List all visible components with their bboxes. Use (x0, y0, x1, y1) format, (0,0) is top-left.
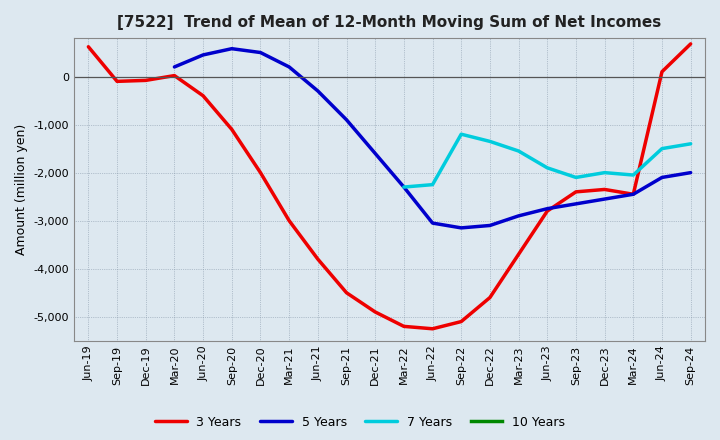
5 Years (228, 46, 236, 51)
5 Years (657, 175, 666, 180)
Line: 3 Years: 3 Years (89, 44, 690, 329)
5 Years (600, 196, 609, 202)
Legend: 3 Years, 5 Years, 7 Years, 10 Years: 3 Years, 5 Years, 7 Years, 10 Years (150, 411, 570, 434)
3 Years (629, 191, 638, 197)
3 Years (371, 309, 379, 315)
5 Years (400, 184, 408, 190)
5 Years (514, 213, 523, 219)
5 Years (256, 50, 265, 55)
3 Years (199, 93, 207, 99)
3 Years (657, 69, 666, 74)
3 Years (514, 252, 523, 257)
7 Years (600, 170, 609, 175)
5 Years (485, 223, 494, 228)
3 Years (600, 187, 609, 192)
7 Years (428, 182, 437, 187)
3 Years (228, 127, 236, 132)
5 Years (313, 88, 322, 94)
3 Years (543, 209, 552, 214)
3 Years (313, 257, 322, 262)
3 Years (113, 79, 122, 84)
7 Years (657, 146, 666, 151)
7 Years (485, 139, 494, 144)
5 Years (572, 201, 580, 206)
Line: 7 Years: 7 Years (404, 134, 690, 187)
3 Years (256, 170, 265, 175)
3 Years (686, 41, 695, 47)
5 Years (428, 220, 437, 226)
5 Years (199, 52, 207, 58)
5 Years (629, 191, 638, 197)
7 Years (400, 184, 408, 190)
3 Years (485, 295, 494, 300)
7 Years (543, 165, 552, 170)
5 Years (457, 225, 466, 231)
3 Years (400, 324, 408, 329)
3 Years (342, 290, 351, 295)
7 Years (629, 172, 638, 178)
Line: 5 Years: 5 Years (174, 49, 690, 228)
3 Years (285, 218, 294, 224)
3 Years (572, 189, 580, 194)
5 Years (543, 206, 552, 211)
7 Years (686, 141, 695, 147)
5 Years (686, 170, 695, 175)
Title: [7522]  Trend of Mean of 12-Month Moving Sum of Net Incomes: [7522] Trend of Mean of 12-Month Moving … (117, 15, 662, 30)
Y-axis label: Amount (million yen): Amount (million yen) (15, 124, 28, 255)
3 Years (457, 319, 466, 324)
7 Years (457, 132, 466, 137)
5 Years (371, 151, 379, 156)
3 Years (84, 44, 93, 49)
3 Years (428, 326, 437, 331)
5 Years (285, 64, 294, 70)
5 Years (342, 117, 351, 122)
3 Years (141, 78, 150, 83)
7 Years (514, 148, 523, 154)
3 Years (170, 73, 179, 78)
5 Years (170, 64, 179, 70)
7 Years (572, 175, 580, 180)
